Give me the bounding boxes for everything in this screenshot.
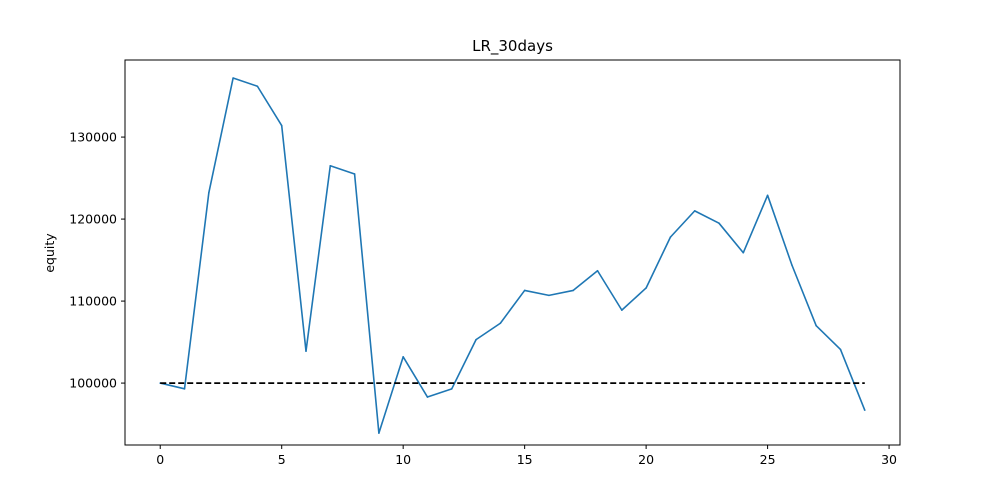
data-point	[863, 409, 866, 411]
data-point	[329, 164, 332, 167]
x-tick-label: 20	[638, 452, 654, 467]
x-tick-label: 15	[517, 452, 533, 467]
series-layer	[159, 77, 866, 434]
data-point	[669, 236, 672, 238]
data-point	[280, 124, 283, 127]
data-point	[353, 173, 356, 175]
x-tick-label: 5	[278, 452, 286, 467]
data-point	[183, 388, 186, 390]
y-tick-label: 110000	[69, 294, 117, 309]
data-point	[766, 194, 769, 197]
y-axis-label: equity	[42, 233, 57, 273]
x-tick-label: 30	[881, 452, 897, 467]
ticks-layer: 0 5 10 15 20 25 30 100000 110000 120000 130000	[69, 130, 897, 467]
y-tick-label: 130000	[69, 130, 117, 145]
data-point	[645, 287, 647, 289]
data-point	[256, 85, 259, 88]
data-point	[693, 210, 696, 212]
data-point	[596, 269, 599, 272]
data-point	[523, 289, 526, 292]
data-point	[499, 322, 502, 325]
y-tick-label: 120000	[69, 212, 117, 227]
data-point	[450, 388, 453, 390]
data-point	[718, 222, 720, 224]
data-point	[572, 289, 575, 292]
data-point	[742, 251, 745, 254]
data-point	[475, 338, 477, 341]
plot-area-frame	[124, 59, 901, 446]
equity-series-line	[160, 77, 866, 434]
y-tick-label: 100000	[69, 376, 117, 391]
chart-title: LR_30days	[472, 37, 553, 56]
x-tick-label: 25	[760, 452, 776, 467]
data-point	[426, 396, 429, 398]
data-point	[232, 77, 234, 79]
data-point	[402, 356, 404, 358]
data-point	[305, 350, 307, 352]
data-point	[839, 348, 842, 351]
data-point	[548, 294, 550, 297]
x-tick-label: 10	[395, 452, 411, 467]
data-point	[208, 192, 210, 194]
data-point	[621, 309, 623, 311]
data-point	[378, 432, 380, 434]
data-point	[791, 264, 793, 266]
x-tick-label: 0	[156, 452, 164, 467]
data-point	[815, 324, 817, 327]
